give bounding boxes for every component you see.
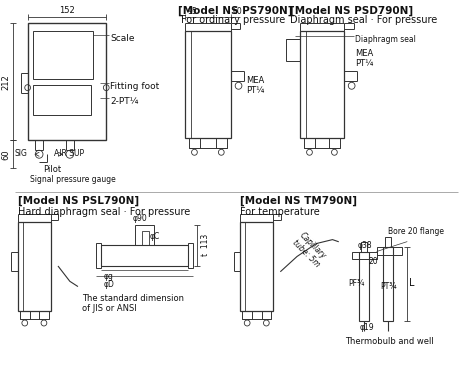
Bar [383, 247, 393, 321]
Text: Bore 20 flange: Bore 20 flange [388, 227, 444, 236]
Bar [28, 23, 106, 140]
Bar [385, 237, 391, 247]
Text: For temperature: For temperature [240, 207, 320, 217]
Bar [243, 311, 252, 319]
Text: PT¼: PT¼ [246, 86, 265, 95]
Text: Diaphragm seal: Diaphragm seal [355, 35, 416, 44]
Bar [20, 311, 30, 319]
Bar [329, 138, 340, 148]
Text: [Model NS TM790N]: [Model NS TM790N] [240, 196, 357, 206]
Text: SIG: SIG [14, 149, 27, 158]
Bar [34, 31, 93, 79]
Text: Hard diaphragm seal · For pressure: Hard diaphragm seal · For pressure [18, 207, 190, 217]
Text: 60: 60 [1, 149, 10, 159]
Text: t  113: t 113 [201, 233, 210, 256]
Text: φ19: φ19 [359, 323, 374, 332]
Text: 212: 212 [1, 74, 10, 89]
Text: Signal pressure gauge: Signal pressure gauge [30, 175, 115, 184]
Bar [377, 247, 402, 255]
Text: MEA: MEA [246, 76, 264, 85]
Text: PT¼: PT¼ [355, 59, 374, 68]
Text: L: L [409, 278, 415, 288]
Text: Pilot: Pilot [43, 165, 61, 174]
Bar [34, 85, 91, 115]
Bar [142, 231, 150, 244]
Text: Fitting foot: Fitting foot [110, 82, 160, 91]
Bar [287, 39, 300, 61]
Bar [216, 138, 227, 148]
Bar [300, 31, 344, 138]
Bar [359, 252, 369, 321]
Bar [185, 31, 231, 138]
Text: The standard dimension: The standard dimension [82, 294, 184, 303]
Text: Scale: Scale [110, 34, 135, 43]
Text: 2-PT¼: 2-PT¼ [110, 97, 138, 106]
Bar [18, 222, 51, 311]
Text: PF¾: PF¾ [348, 279, 364, 288]
Text: Capillary
tube: 5m: Capillary tube: 5m [290, 230, 329, 269]
Bar [352, 252, 377, 259]
Bar [101, 244, 188, 267]
Text: MEA: MEA [355, 49, 374, 58]
Text: 95: 95 [188, 7, 197, 16]
Text: For ordinary pressure: For ordinary pressure [181, 15, 285, 25]
Bar [188, 243, 194, 268]
Text: [Model NS PSD790N]: [Model NS PSD790N] [290, 5, 413, 16]
Bar [135, 225, 154, 244]
Text: φg: φg [103, 272, 113, 281]
Text: φC: φC [150, 232, 160, 241]
Text: AIR SUP: AIR SUP [54, 149, 84, 158]
Bar [189, 138, 200, 148]
Bar [361, 242, 367, 252]
Text: φD: φD [103, 280, 114, 289]
Text: Thermobulb and well: Thermobulb and well [345, 337, 434, 346]
Bar [261, 311, 271, 319]
Text: of JIS or ANSI: of JIS or ANSI [82, 304, 137, 313]
Text: Diaphragm seal · For pressure: Diaphragm seal · For pressure [290, 15, 438, 25]
Text: φ38: φ38 [357, 241, 372, 250]
Bar [96, 243, 101, 268]
Bar [39, 311, 49, 319]
Text: 152: 152 [59, 6, 75, 15]
Text: 60: 60 [233, 7, 243, 16]
Text: PT¾: PT¾ [380, 282, 397, 291]
Text: [Model NS PS790N]: [Model NS PS790N] [178, 5, 293, 16]
Bar [240, 222, 273, 311]
Bar [303, 138, 315, 148]
Text: [Model NS PSL790N]: [Model NS PSL790N] [18, 196, 139, 206]
Text: 20: 20 [369, 258, 379, 267]
Text: φ90: φ90 [132, 214, 147, 223]
